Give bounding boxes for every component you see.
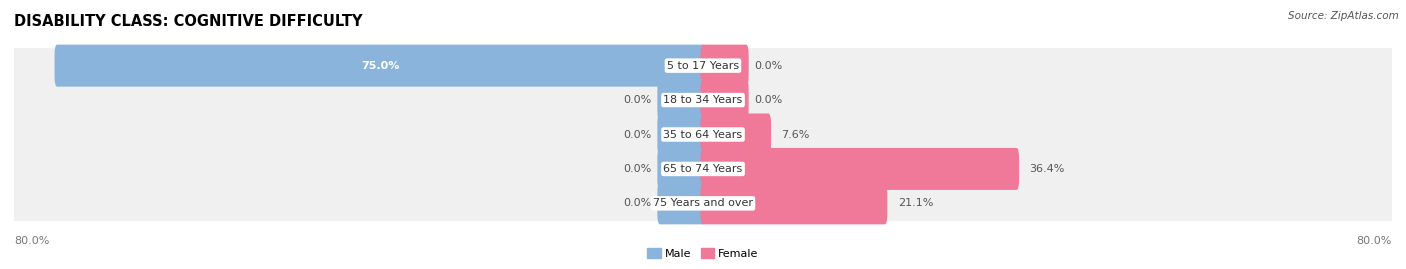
Text: 75 Years and over: 75 Years and over [652, 198, 754, 208]
Text: 21.1%: 21.1% [897, 198, 934, 208]
FancyBboxPatch shape [55, 45, 706, 87]
Text: 0.0%: 0.0% [623, 198, 651, 208]
FancyBboxPatch shape [700, 45, 748, 87]
FancyBboxPatch shape [658, 114, 706, 155]
FancyBboxPatch shape [10, 26, 1396, 105]
Text: 0.0%: 0.0% [755, 95, 783, 105]
FancyBboxPatch shape [700, 182, 887, 224]
Text: 18 to 34 Years: 18 to 34 Years [664, 95, 742, 105]
FancyBboxPatch shape [658, 79, 706, 121]
FancyBboxPatch shape [700, 148, 1019, 190]
Legend: Male, Female: Male, Female [643, 244, 763, 263]
FancyBboxPatch shape [10, 164, 1396, 243]
FancyBboxPatch shape [10, 95, 1396, 174]
FancyBboxPatch shape [658, 148, 706, 190]
Text: 75.0%: 75.0% [361, 61, 399, 71]
Text: 80.0%: 80.0% [1357, 236, 1392, 246]
Text: DISABILITY CLASS: COGNITIVE DIFFICULTY: DISABILITY CLASS: COGNITIVE DIFFICULTY [14, 15, 363, 30]
Text: 36.4%: 36.4% [1029, 164, 1064, 174]
Text: 0.0%: 0.0% [755, 61, 783, 71]
Text: 80.0%: 80.0% [14, 236, 49, 246]
FancyBboxPatch shape [10, 61, 1396, 140]
FancyBboxPatch shape [700, 114, 770, 155]
FancyBboxPatch shape [700, 79, 748, 121]
Text: 0.0%: 0.0% [623, 95, 651, 105]
Text: 0.0%: 0.0% [623, 129, 651, 140]
Text: 65 to 74 Years: 65 to 74 Years [664, 164, 742, 174]
Text: Source: ZipAtlas.com: Source: ZipAtlas.com [1288, 11, 1399, 21]
Text: 35 to 64 Years: 35 to 64 Years [664, 129, 742, 140]
FancyBboxPatch shape [658, 182, 706, 224]
FancyBboxPatch shape [10, 129, 1396, 208]
Text: 0.0%: 0.0% [623, 164, 651, 174]
Text: 7.6%: 7.6% [782, 129, 810, 140]
Text: 5 to 17 Years: 5 to 17 Years [666, 61, 740, 71]
